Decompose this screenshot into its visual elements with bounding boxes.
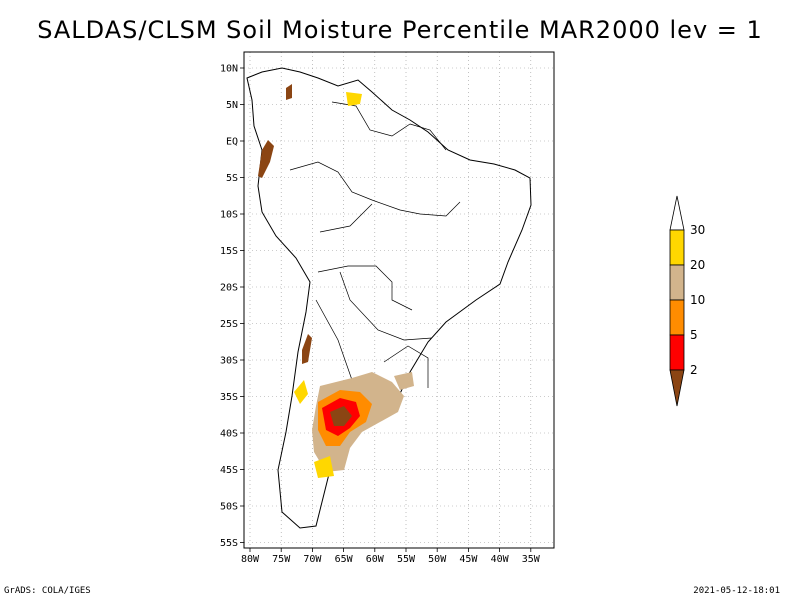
region-20-30-patagonia (314, 456, 334, 478)
lon-tick-label: 60W (366, 554, 385, 565)
map-grid (244, 52, 554, 548)
region-lt2-andes-colombia (286, 84, 292, 100)
lat-tick-label: 10N (220, 64, 238, 75)
lat-tick-label: 20S (220, 283, 238, 294)
footer-grads-credit: GrADS: COLA/IGES (4, 586, 91, 596)
region-lt2-core (330, 406, 352, 426)
lon-tick-label: 35W (522, 554, 541, 565)
lat-tick-label: 15S (220, 246, 238, 257)
lon-tick-label: 80W (241, 554, 260, 565)
lat-tick-label: 5S (226, 173, 238, 184)
lon-tick-label: 40W (491, 554, 510, 565)
colorbar-20-30 (669, 229, 685, 266)
colorbar-2-5 (669, 334, 685, 371)
colorbar-label-2: 2 (690, 363, 698, 377)
lat-tick-label: 5N (226, 100, 238, 111)
lat-tick-label: EQ (226, 137, 238, 148)
lat-tick-label: 35S (220, 392, 238, 403)
lat-tick-label: 45S (220, 465, 238, 476)
lat-tick-label: 50S (220, 502, 238, 513)
lat-tick-label: 25S (220, 319, 238, 330)
latitude-axis: 10N 5N EQ 5S 10S 15S 20S 25S 30S 35S 40S 45S 50S 55S (220, 64, 244, 549)
colorbar-label-30: 30 (690, 223, 705, 237)
colorbar-5-10 (669, 299, 685, 336)
region-lt2-andes-north (258, 140, 274, 178)
colorbar: 30 20 10 5 2 (669, 195, 705, 407)
colorbar-label-10: 10 (690, 293, 705, 307)
colorbar-10-20 (669, 264, 685, 301)
continent-outline (246, 67, 532, 529)
lat-tick-label: 40S (220, 429, 238, 440)
region-10-20-uruguay (394, 372, 414, 390)
region-20-30-north (346, 92, 362, 106)
lon-tick-label: 70W (303, 554, 322, 565)
map-frame (243, 51, 555, 549)
lon-tick-label: 55W (397, 554, 416, 565)
percentile-shading (258, 84, 414, 478)
colorbar-bottom-arrow (669, 369, 685, 407)
region-lt2-chile (302, 334, 312, 364)
lon-tick-label: 45W (459, 554, 478, 565)
colorbar-top-arrow (669, 195, 685, 231)
region-20-30-chile (294, 380, 308, 404)
footer-timestamp: 2021-05-12-18:01 (693, 586, 780, 596)
lat-tick-label: 10S (220, 210, 238, 221)
lon-tick-label: 65W (335, 554, 354, 565)
colorbar-label-5: 5 (690, 328, 698, 342)
lat-tick-label: 55S (220, 538, 238, 549)
lon-tick-label: 50W (428, 554, 447, 565)
lat-tick-label: 30S (220, 356, 238, 367)
lon-tick-label: 75W (272, 554, 291, 565)
map-title: SALDAS/CLSM Soil Moisture Percentile MAR… (37, 16, 763, 44)
colorbar-label-20: 20 (690, 258, 705, 272)
longitude-axis: 80W 75W 70W 65W 60W 55W 50W 45W 40W 35W (241, 548, 541, 565)
